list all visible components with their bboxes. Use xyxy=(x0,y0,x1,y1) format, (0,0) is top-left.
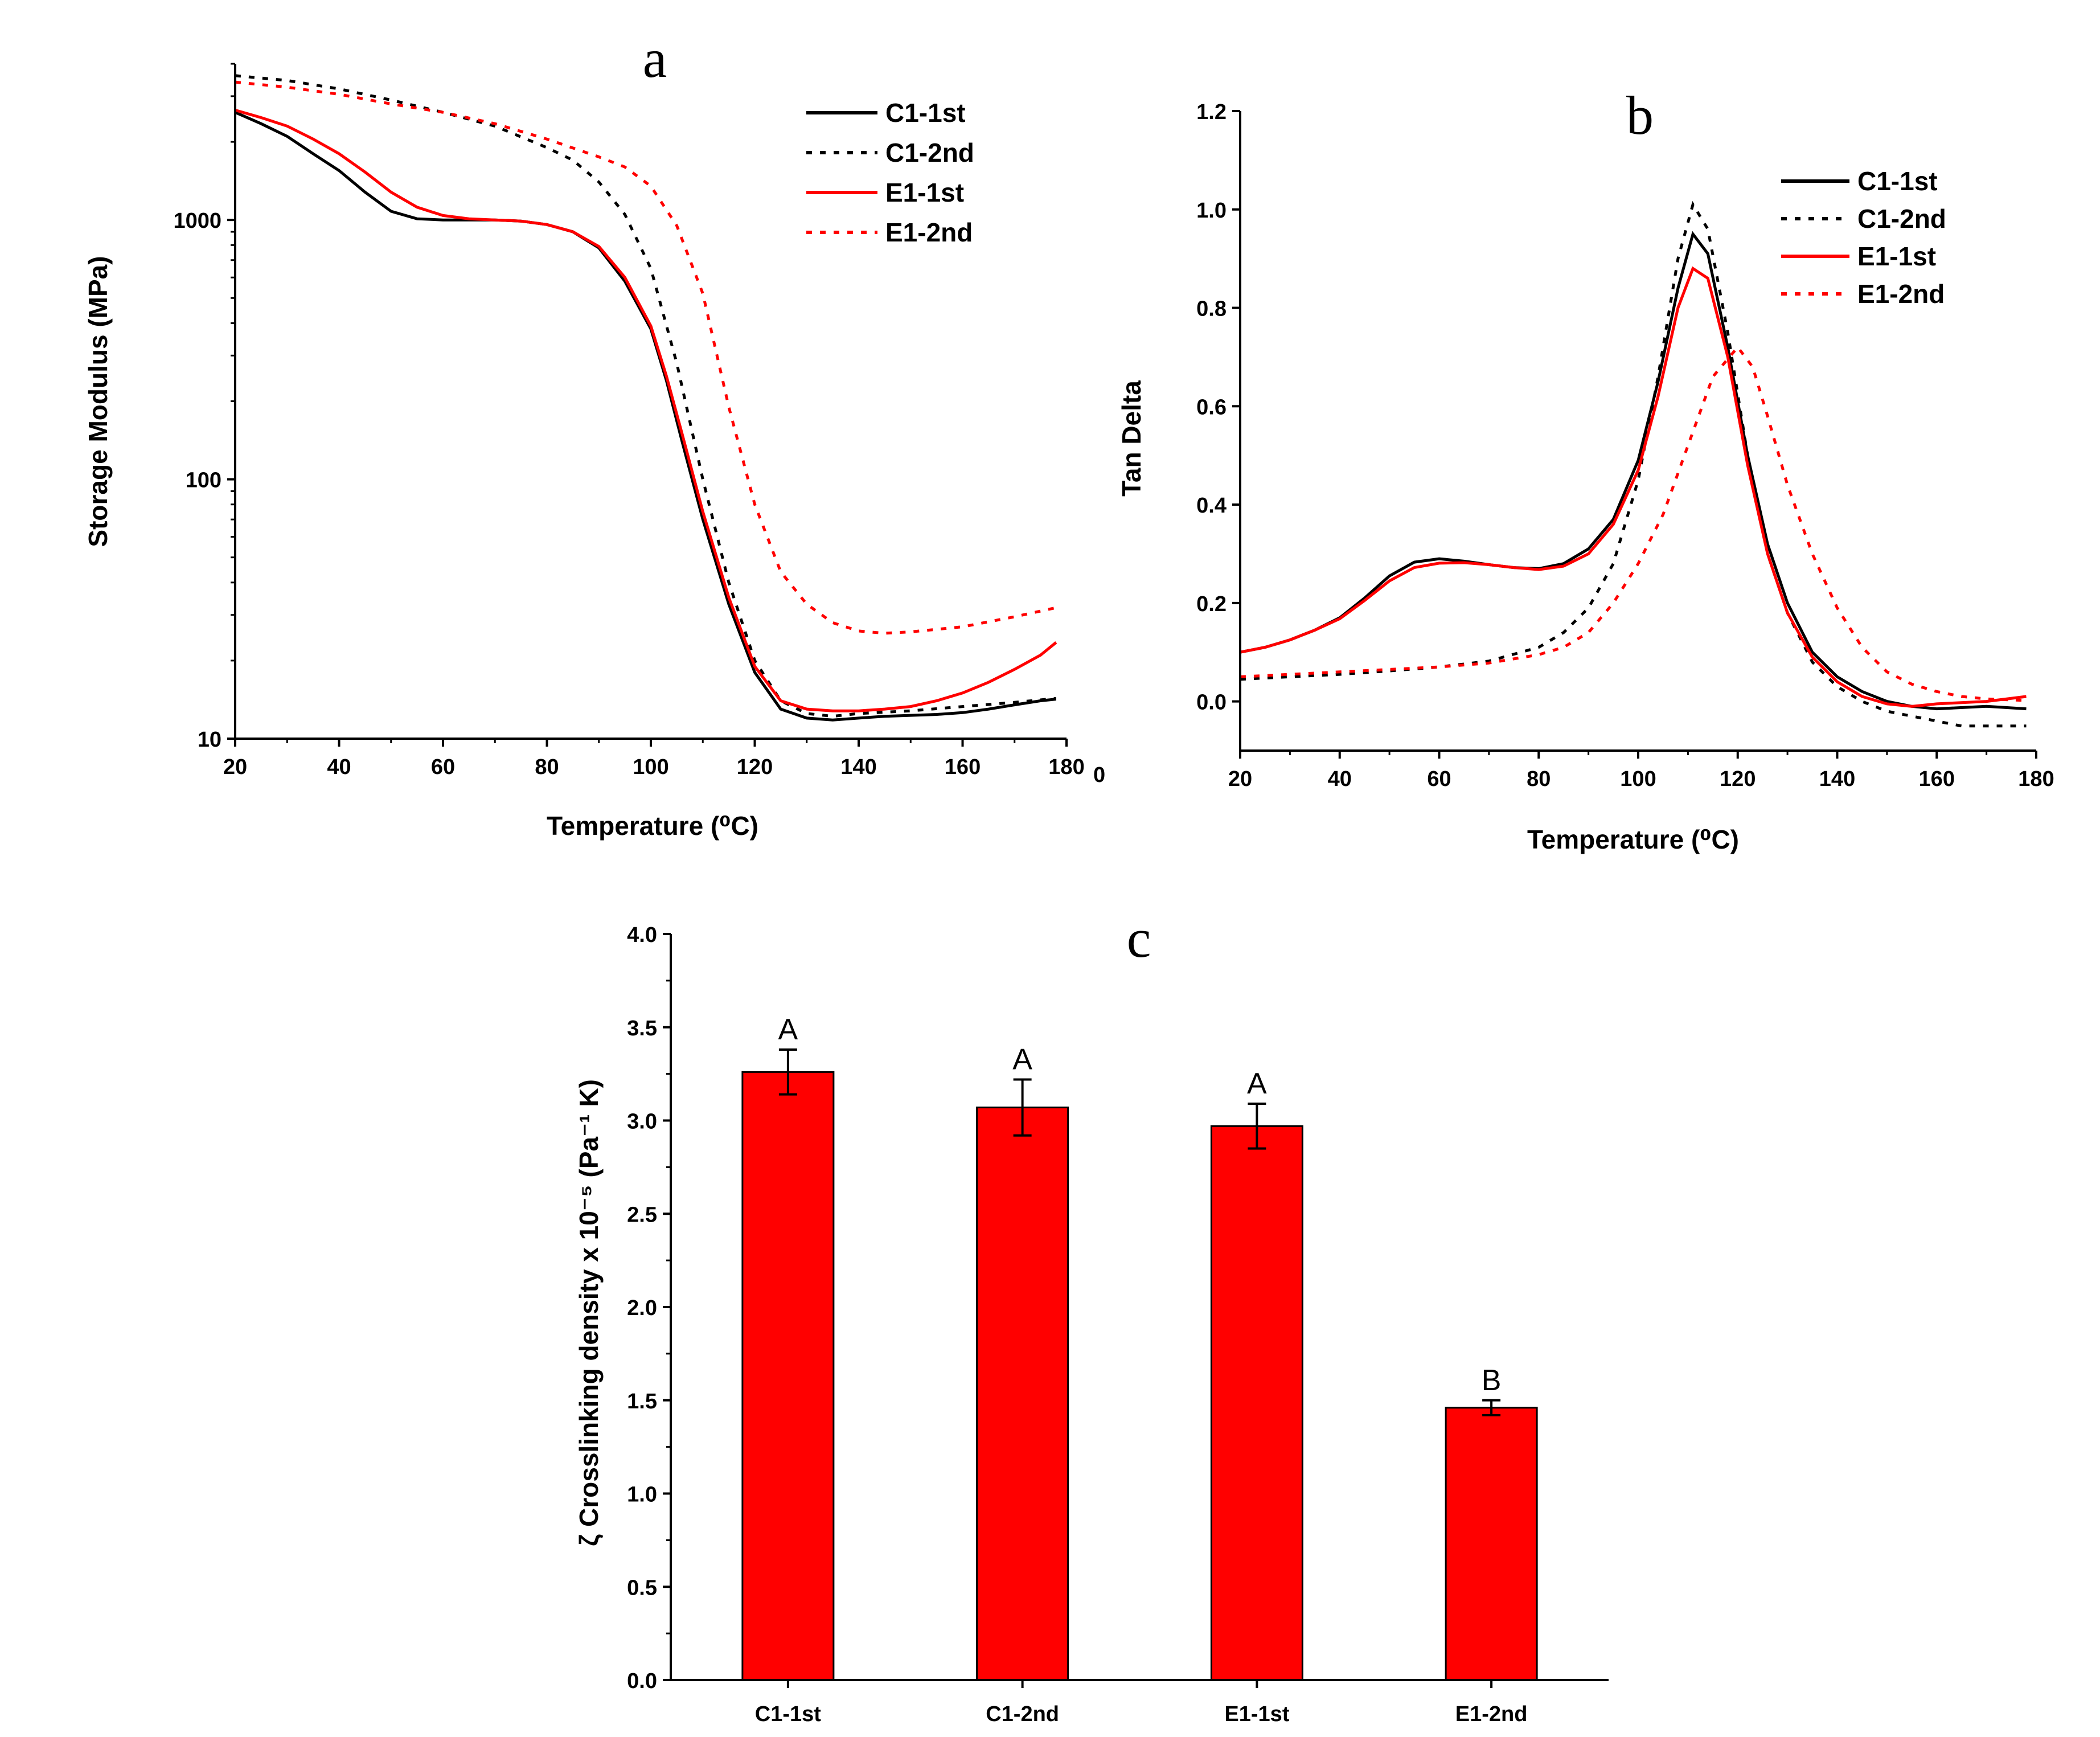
c-y-tick-label: 2.0 xyxy=(627,1296,657,1320)
b-line-E1-1st xyxy=(1240,266,2027,708)
panel-b-letter: b xyxy=(1626,85,1654,146)
b-y-tick-label: 0.2 xyxy=(1196,592,1227,616)
b-x-tick-label: 100 xyxy=(1620,767,1656,791)
c-bar-C1-2nd xyxy=(976,1107,1069,1681)
a-line-E1-1st xyxy=(235,108,1057,712)
b-x-tick-label: 20 xyxy=(1228,767,1252,791)
a-y-tick-label: 1000 xyxy=(173,209,222,233)
a-x-tick-label: 80 xyxy=(535,755,559,779)
panel-a-x-ticks: 20 40 60 80 100 120 140 160 180 xyxy=(223,739,1085,779)
c-bar-E1-2nd xyxy=(1445,1407,1538,1681)
c-x-tick-label: C1-1st xyxy=(755,1702,821,1726)
panel-b-x-ticks: 20 40 60 80 100 120 140 160 180 xyxy=(1228,751,2054,791)
panel-a-x-axis-label: Temperature (⁰C) xyxy=(547,811,758,841)
b-line-E1-2nd xyxy=(1240,345,2027,702)
c-x-tick-label: C1-2nd xyxy=(986,1702,1059,1726)
a-y-tick-label: 100 xyxy=(186,469,222,493)
a-x-tick-label: 160 xyxy=(945,755,981,779)
a-legend-label: C1-2nd xyxy=(885,138,974,167)
b-y-tick-label: 1.0 xyxy=(1196,199,1227,223)
b-y-tick-label: 0.8 xyxy=(1196,297,1227,321)
b-legend-label: C1-2nd xyxy=(1857,204,1946,233)
panel-c-y-axis-label: ζ Crosslinking density x 10⁻⁵ (Pa⁻¹ K) xyxy=(574,1079,604,1546)
a-legend-label: E1-2nd xyxy=(885,218,973,247)
b-legend-label: E1-1st xyxy=(1857,241,1936,271)
panel-a-legend: C1-1st C1-2nd E1-1st E1-2nd xyxy=(806,98,974,247)
panel-a-stray-label: 0 xyxy=(1093,763,1105,787)
b-y-tick-label: 0.6 xyxy=(1196,395,1227,419)
panel-a-y-ticks: 10 100 1000 xyxy=(173,63,235,752)
panel-c-y-ticks: 0.0 0.5 1.0 1.5 2.0 2.5 3.0 3.5 4.0 xyxy=(627,923,671,1693)
b-x-tick-label: 40 xyxy=(1328,767,1352,791)
b-y-tick-label: 1.2 xyxy=(1196,100,1227,124)
c-x-tick-label: E1-2nd xyxy=(1455,1702,1528,1726)
a-line-C1-2nd xyxy=(235,74,1057,718)
c-bar-C1-1st xyxy=(741,1071,835,1681)
panel-b-y-axis-label: Tan Delta xyxy=(1117,380,1146,497)
a-legend-label: C1-1st xyxy=(885,98,966,128)
b-x-tick-label: 120 xyxy=(1720,767,1756,791)
a-line-E1-2nd xyxy=(235,80,1057,635)
panel-a-y-axis-label: Storage Modulus (MPa) xyxy=(83,256,113,547)
c-y-tick-label: 0.0 xyxy=(627,1669,657,1693)
c-group-label: B xyxy=(1482,1364,1502,1397)
panel-b-y-ticks: 0.0 0.2 0.4 0.6 0.8 1.0 1.2 xyxy=(1196,100,1240,715)
b-legend-label: C1-1st xyxy=(1857,166,1938,196)
c-bar-E1-1st xyxy=(1210,1125,1303,1681)
panel-c-crosslinking-density: c A A A B 0.0 0.5 1.0 1.5 2.0 2.5 3.0 3.5 4.0 C1-1s… xyxy=(574,908,1609,1726)
panel-a-storage-modulus: a 20 40 60 80 100 120 140 160 180 10 100 1000 Temp… xyxy=(83,28,1105,841)
a-x-tick-label: 120 xyxy=(737,755,773,779)
b-legend-label: E1-2nd xyxy=(1857,279,1945,309)
b-y-tick-label: 0.4 xyxy=(1196,494,1227,518)
c-group-label: A xyxy=(778,1013,798,1046)
b-x-tick-label: 80 xyxy=(1527,767,1551,791)
b-x-tick-label: 140 xyxy=(1819,767,1855,791)
b-x-tick-label: 160 xyxy=(1919,767,1955,791)
c-y-tick-label: 0.5 xyxy=(627,1576,657,1600)
a-x-tick-label: 180 xyxy=(1048,755,1084,779)
panel-b-legend: C1-1st C1-2nd E1-1st E1-2nd xyxy=(1781,166,1946,309)
b-x-tick-label: 60 xyxy=(1427,767,1451,791)
panel-c-bars-group: A A A B xyxy=(741,1013,1538,1681)
b-line-C1-1st xyxy=(1240,231,2027,711)
panel-b-tan-delta: b 20 40 60 80 100 120 140 160 180 0.00.20.40.60.… xyxy=(1117,85,2054,854)
c-group-label: A xyxy=(1247,1067,1267,1100)
panel-a-letter: a xyxy=(643,28,667,89)
a-x-tick-label: 60 xyxy=(431,755,455,779)
c-y-tick-label: 4.0 xyxy=(627,923,657,947)
panel-c-x-ticks: C1-1st C1-2nd E1-1st E1-2nd xyxy=(755,1680,1528,1726)
b-x-tick-label: 180 xyxy=(2018,767,2054,791)
c-y-tick-label: 3.5 xyxy=(627,1017,657,1040)
a-x-tick-label: 40 xyxy=(327,755,351,779)
a-x-tick-label: 100 xyxy=(633,755,668,779)
panel-b-x-axis-label: Temperature (⁰C) xyxy=(1527,825,1739,854)
a-y-tick-label: 10 xyxy=(198,728,222,752)
c-y-tick-label: 3.0 xyxy=(627,1110,657,1134)
c-y-tick-label: 2.5 xyxy=(627,1203,657,1227)
a-x-tick-label: 140 xyxy=(840,755,876,779)
c-group-label: A xyxy=(1012,1043,1032,1076)
b-y-tick-label: 0.0 xyxy=(1196,691,1227,715)
c-y-tick-label: 1.0 xyxy=(627,1483,657,1507)
panel-c-letter: c xyxy=(1127,908,1151,969)
panel-b-series-group xyxy=(1240,200,2027,728)
c-x-tick-label: E1-1st xyxy=(1224,1702,1289,1726)
a-x-tick-label: 20 xyxy=(223,755,247,779)
c-y-tick-label: 1.5 xyxy=(627,1390,657,1414)
panel-a-series-group xyxy=(234,74,1057,722)
a-legend-label: E1-1st xyxy=(885,178,964,207)
